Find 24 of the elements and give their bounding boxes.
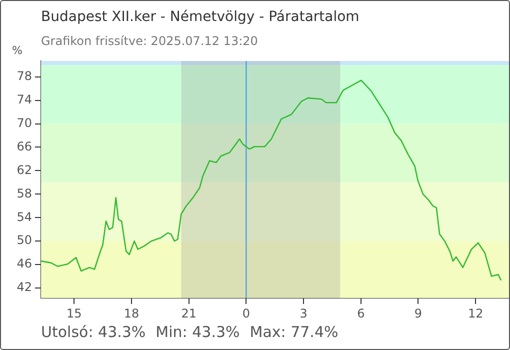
x-tick-label: 12 bbox=[468, 306, 484, 320]
y-tick-label: 50 bbox=[16, 233, 32, 248]
x-tick-label: 18 bbox=[124, 306, 140, 320]
chart-title: Budapest XII.ker - Németvölgy - Páratartalom bbox=[41, 9, 360, 25]
y-tick-label: 46 bbox=[16, 256, 32, 271]
text: Max: 77.4% bbox=[250, 323, 338, 341]
y-tick-label: 74 bbox=[16, 92, 32, 106]
text: Utolsó: 43.3% bbox=[41, 323, 146, 341]
chart-subtitle: Grafikon frissítve: 2025.07.12 13:20 bbox=[41, 34, 258, 48]
y-tick-label: 42 bbox=[16, 280, 32, 294]
y-tick-label: 66 bbox=[16, 139, 32, 154]
y-axis-title: % bbox=[12, 44, 22, 57]
x-tick-label: 15 bbox=[66, 306, 82, 320]
x-tick-label: 6 bbox=[357, 306, 365, 320]
x-tick-label: 9 bbox=[414, 306, 422, 320]
x-tick-label: 3 bbox=[300, 306, 308, 320]
y-tick-label: 78 bbox=[16, 68, 32, 83]
y-tick-label: 62 bbox=[16, 162, 32, 177]
y-tick-label: 58 bbox=[16, 186, 32, 200]
x-tick-label: 0 bbox=[242, 306, 250, 320]
y-tick-label: 70 bbox=[16, 116, 32, 130]
x-tick-label: 21 bbox=[181, 306, 196, 320]
text: Min: 43.3% bbox=[156, 323, 240, 341]
y-tick-label: 54 bbox=[16, 210, 32, 224]
